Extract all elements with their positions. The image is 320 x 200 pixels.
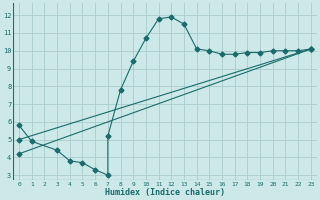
X-axis label: Humidex (Indice chaleur): Humidex (Indice chaleur) bbox=[105, 188, 225, 197]
